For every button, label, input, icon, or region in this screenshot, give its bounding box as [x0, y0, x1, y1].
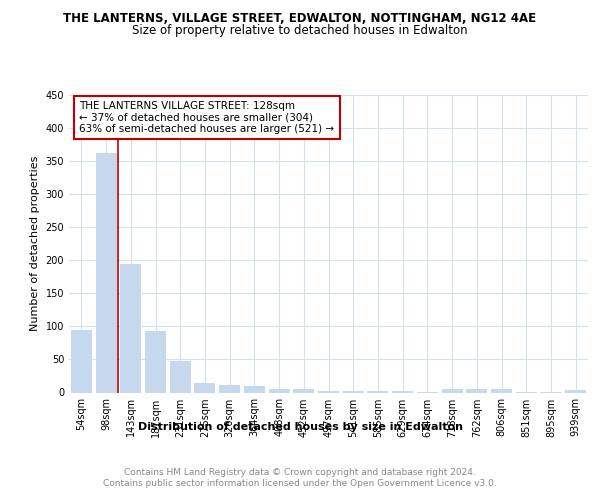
Text: Size of property relative to detached houses in Edwalton: Size of property relative to detached ho… [132, 24, 468, 37]
Bar [194, 382, 215, 392]
Bar [565, 390, 586, 392]
Bar [120, 264, 141, 392]
Y-axis label: Number of detached properties: Number of detached properties [30, 156, 40, 332]
Bar [269, 388, 290, 392]
Bar [293, 389, 314, 392]
Bar [491, 388, 512, 392]
Bar [244, 386, 265, 392]
Text: THE LANTERNS VILLAGE STREET: 128sqm
← 37% of detached houses are smaller (304)
6: THE LANTERNS VILLAGE STREET: 128sqm ← 37… [79, 101, 335, 134]
Bar [95, 153, 116, 392]
Bar [466, 389, 487, 392]
Text: THE LANTERNS, VILLAGE STREET, EDWALTON, NOTTINGHAM, NG12 4AE: THE LANTERNS, VILLAGE STREET, EDWALTON, … [64, 12, 536, 26]
Bar [145, 331, 166, 392]
Bar [71, 330, 92, 392]
Text: Contains HM Land Registry data © Crown copyright and database right 2024.
Contai: Contains HM Land Registry data © Crown c… [103, 468, 497, 487]
Bar [219, 385, 240, 392]
Bar [442, 388, 463, 392]
Bar [367, 390, 388, 392]
Bar [318, 390, 339, 392]
Bar [392, 390, 413, 392]
Bar [343, 390, 364, 392]
Text: Distribution of detached houses by size in Edwalton: Distribution of detached houses by size … [137, 422, 463, 432]
Bar [170, 362, 191, 392]
